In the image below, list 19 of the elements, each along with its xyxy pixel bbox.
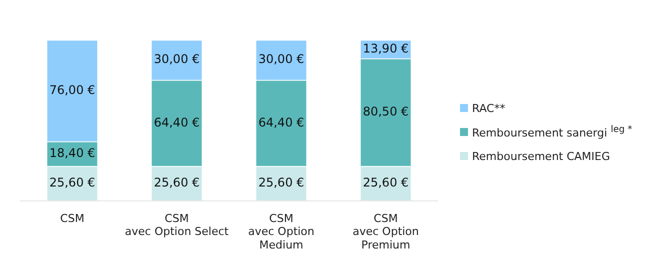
data-label: 25,60 € bbox=[362, 175, 409, 190]
data-label: 30,00 € bbox=[154, 52, 200, 66]
data-label: 80,50 € bbox=[362, 104, 409, 119]
data-label: 25,60 € bbox=[258, 175, 304, 190]
data-label: 18,40 € bbox=[49, 146, 96, 160]
data-label: 64,40 € bbox=[154, 115, 200, 130]
data-label: 13,90 € bbox=[362, 41, 409, 56]
x-tick-label: CSM avec Option Select bbox=[124, 212, 230, 238]
legend-label: Remboursement CAMIEG bbox=[472, 150, 610, 162]
data-label: 25,60 € bbox=[49, 175, 96, 190]
legend-label: Remboursement sanergi $^{leg *}$ bbox=[472, 124, 632, 140]
data-label: 64,40 € bbox=[258, 115, 304, 130]
legend-label: RAC** bbox=[472, 102, 506, 114]
data-label: 76,00 € bbox=[49, 82, 96, 97]
data-label: 25,60 € bbox=[154, 175, 200, 190]
x-tick-label: CSM bbox=[60, 212, 84, 225]
x-tick-label: CSM avec Option Premium bbox=[352, 212, 419, 252]
x-tick-label: CSM avec Option Medium bbox=[248, 212, 314, 252]
data-label: 30,00 € bbox=[258, 52, 304, 66]
